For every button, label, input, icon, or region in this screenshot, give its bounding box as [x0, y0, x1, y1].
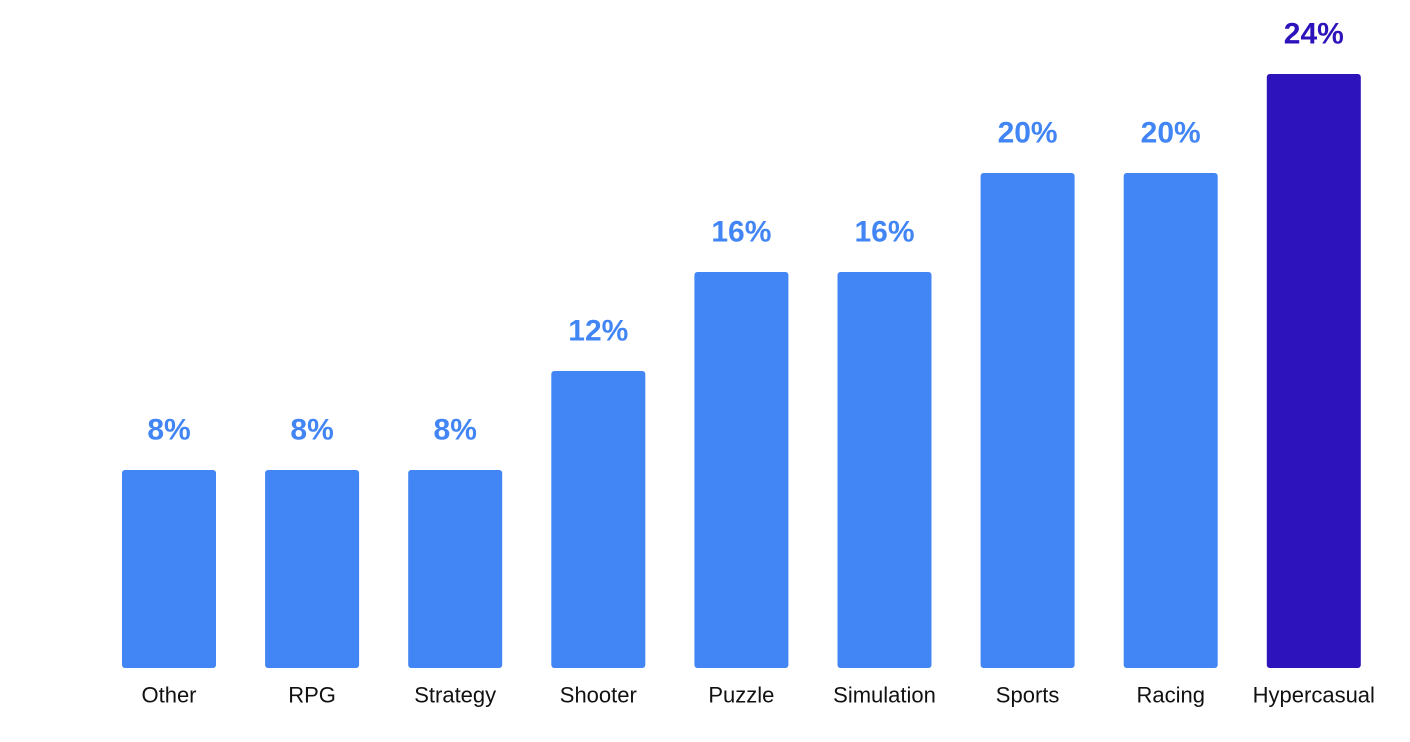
bar-sports [980, 173, 1075, 668]
category-label-strategy: Strategy [414, 683, 496, 708]
value-label-puzzle: 16% [711, 216, 771, 249]
bar-simulation [837, 272, 932, 668]
category-label-rpg: RPG [288, 683, 336, 708]
category-label-simulation: Simulation [833, 683, 936, 708]
value-label-other: 8% [147, 414, 190, 447]
category-label-shooter: Shooter [560, 683, 637, 708]
value-labels-group: 8% 8% 8% 12% 16% 16% 20% 20% 24% [147, 18, 1344, 447]
category-labels-group: Other RPG Strategy Shooter Puzzle Simulation S… [141, 683, 1374, 708]
category-label-hypercasual: Hypercasual [1253, 683, 1375, 708]
bars-group [122, 74, 1361, 668]
category-label-racing: Racing [1136, 683, 1204, 708]
bar-shooter [551, 371, 646, 668]
category-label-sports: Sports [996, 683, 1060, 708]
bar-hypercasual [1266, 74, 1361, 668]
value-label-simulation: 16% [854, 216, 914, 249]
category-label-puzzle: Puzzle [708, 683, 774, 708]
category-label-other: Other [141, 683, 196, 708]
value-label-rpg: 8% [290, 414, 333, 447]
value-label-sports: 20% [998, 117, 1058, 150]
bar-other [122, 470, 216, 668]
bar-strategy [408, 470, 503, 668]
bar-racing [1123, 173, 1218, 668]
value-label-strategy: 8% [434, 414, 477, 447]
value-label-hypercasual: 24% [1284, 18, 1344, 51]
value-label-shooter: 12% [568, 315, 628, 348]
value-label-racing: 20% [1141, 117, 1201, 150]
bar-rpg [265, 470, 360, 668]
bar-puzzle [694, 272, 789, 668]
